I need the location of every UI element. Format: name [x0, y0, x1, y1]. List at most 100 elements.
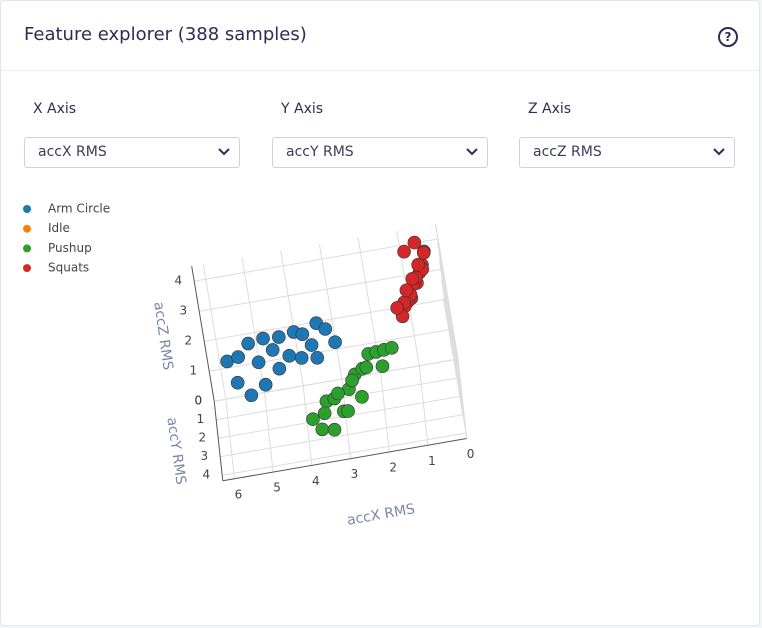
grid-line	[457, 358, 468, 439]
grid-line	[302, 385, 313, 466]
grid-line	[442, 268, 453, 349]
card-title: Feature explorer (388 samples)	[24, 24, 307, 45]
data-point	[317, 406, 332, 421]
axis-line	[191, 266, 215, 402]
select-value: accY RMS	[286, 144, 354, 160]
legend-label: Squats	[48, 261, 89, 275]
data-point	[416, 245, 431, 260]
legend-marker	[23, 244, 31, 253]
grid-line	[418, 365, 429, 446]
grid-line	[264, 392, 274, 473]
data-point	[304, 338, 319, 352]
data-point	[345, 373, 359, 388]
y-tick-label: 2	[199, 431, 207, 445]
y-tick-label: 1	[197, 412, 205, 426]
x-axis-control: X Axis accX RMS	[24, 101, 240, 168]
data-point	[310, 351, 325, 365]
axis-line	[213, 401, 224, 481]
data-point	[306, 412, 320, 427]
data-point	[282, 348, 297, 363]
data-point	[258, 377, 273, 392]
z-axis-title: accZ RMS	[150, 301, 175, 371]
data-point	[390, 301, 404, 315]
y-axis-title: accY RMS	[163, 416, 188, 485]
y-axis-control: Y Axis accY RMS	[272, 101, 488, 168]
help-button[interactable]: ?	[718, 27, 738, 47]
y-tick-label: 0	[195, 394, 203, 408]
axis-line	[222, 438, 467, 482]
x-tick-label: 0	[467, 447, 475, 461]
z-tick-label: 0	[195, 394, 203, 408]
grid-line	[199, 268, 444, 312]
data-point	[251, 355, 266, 370]
data-point	[265, 343, 280, 357]
legend-marker	[23, 264, 31, 273]
grid-line	[318, 244, 343, 380]
axis-select[interactable]: accY RMS	[272, 137, 488, 168]
control-label: Y Axis	[281, 101, 324, 117]
z-tick-label: 2	[185, 334, 193, 348]
data-point	[399, 283, 414, 298]
z-tick-label: 3	[180, 304, 188, 318]
data-point	[256, 331, 270, 346]
legend-label: Arm Circle	[48, 202, 110, 216]
card-header: Feature explorer (388 samples) ?	[1, 1, 759, 71]
chevron	[713, 148, 725, 156]
chevron	[218, 148, 230, 156]
grid-line	[209, 328, 454, 372]
data-point	[375, 359, 390, 374]
select-value: accZ RMS	[533, 144, 602, 160]
data-point	[331, 386, 345, 401]
z-tick-label: 4	[175, 274, 183, 288]
data-point	[341, 404, 355, 418]
data-point	[272, 330, 286, 344]
grid-line	[437, 238, 448, 319]
legend-label: Idle	[48, 221, 70, 235]
data-point	[318, 322, 333, 336]
data-point	[384, 341, 399, 355]
data-point	[294, 351, 309, 365]
data-point	[327, 422, 342, 437]
data-point	[230, 375, 245, 390]
data-point	[272, 361, 287, 376]
select-value: accX RMS	[38, 144, 107, 160]
chevron	[466, 148, 478, 156]
data-point	[405, 271, 420, 286]
y-tick-label: 3	[201, 449, 209, 463]
data-point	[231, 350, 245, 364]
z-tick-label: 1	[190, 364, 198, 378]
data-point	[407, 235, 422, 250]
grid-line	[225, 399, 235, 479]
data-point	[411, 257, 425, 272]
x-tick-label: 3	[351, 467, 359, 481]
grid-line	[447, 298, 458, 379]
axis-select[interactable]: accX RMS	[24, 137, 240, 168]
x-tick-label: 2	[389, 460, 397, 474]
grid-line	[218, 395, 463, 439]
z-axis-control: Z Axis accZ RMS	[519, 101, 735, 168]
grid-line	[452, 328, 463, 409]
axis-select[interactable]: accZ RMS	[519, 137, 735, 168]
x-tick-label: 1	[428, 454, 436, 468]
legend-label: Pushup	[48, 241, 92, 255]
control-label: Z Axis	[528, 101, 572, 117]
y-tick-label: 4	[203, 468, 211, 482]
data-point	[328, 335, 342, 349]
grid-line	[202, 264, 227, 400]
grid-line	[222, 432, 467, 476]
legend: Arm Circle Idle Pushup Squats	[23, 202, 110, 275]
data-point	[359, 360, 374, 375]
x-tick-label: 6	[235, 487, 243, 501]
data-point	[241, 336, 255, 351]
data-point	[295, 327, 310, 341]
legend-marker	[23, 224, 31, 233]
grid-line	[380, 372, 390, 453]
data-point	[315, 422, 330, 437]
data-point	[244, 388, 259, 403]
grid-line	[194, 238, 439, 282]
x-tick-label: 4	[312, 474, 320, 488]
x-tick-label: 5	[273, 481, 281, 495]
